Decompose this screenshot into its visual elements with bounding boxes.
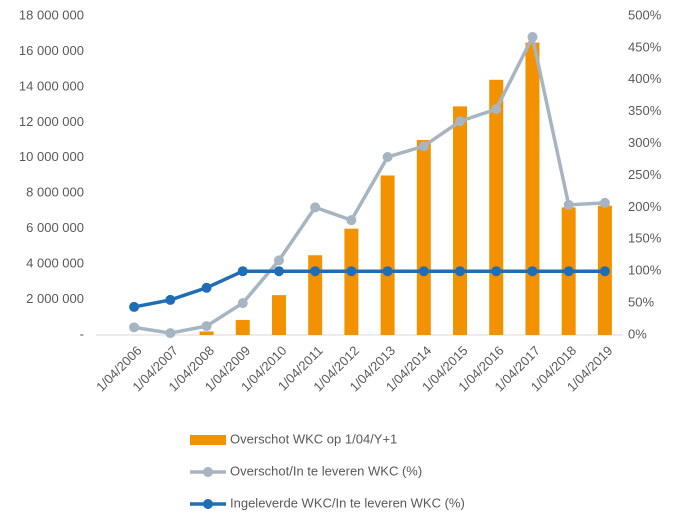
marker [129, 322, 140, 333]
y2-tick-label: 150% [628, 231, 662, 246]
y2-tick-label: 100% [628, 263, 662, 278]
marker [455, 116, 466, 127]
y-tick-label: 12 000 000 [19, 114, 84, 129]
marker [563, 266, 574, 277]
legend-swatch [203, 499, 213, 509]
marker [165, 328, 176, 339]
y2-tick-label: 250% [628, 167, 662, 182]
marker [201, 321, 212, 332]
y2-tick-label: 350% [628, 103, 662, 118]
y2-tick-label: 0% [628, 326, 647, 341]
y2-tick-label: 450% [628, 39, 662, 54]
marker [418, 266, 429, 277]
marker [527, 266, 538, 277]
bar [199, 331, 214, 335]
bar [271, 295, 286, 335]
bar [416, 140, 431, 335]
y-tick-label: - [80, 326, 84, 341]
legend-label: Ingeleverde WKC/In te leveren WKC (%) [230, 495, 465, 510]
marker [310, 202, 321, 213]
marker [237, 266, 248, 277]
marker [599, 197, 610, 208]
y2-tick-label: 200% [628, 199, 662, 214]
y-tick-label: 6 000 000 [26, 220, 84, 235]
marker [491, 104, 502, 115]
y-tick-label: 10 000 000 [19, 149, 84, 164]
y-tick-label: 16 000 000 [19, 43, 84, 58]
marker [310, 266, 321, 277]
legend-swatch [190, 435, 226, 445]
marker [563, 199, 574, 210]
marker [382, 151, 393, 162]
y2-tick-label: 300% [628, 135, 662, 150]
marker [599, 266, 610, 277]
bar [489, 79, 504, 335]
marker [201, 282, 212, 293]
marker [129, 301, 140, 312]
marker [491, 266, 502, 277]
marker [237, 298, 248, 309]
y2-tick-label: 50% [628, 295, 654, 310]
y-tick-label: 2 000 000 [26, 291, 84, 306]
y2-tick-label: 400% [628, 71, 662, 86]
line [133, 31, 605, 335]
marker [346, 215, 357, 226]
legend-swatch [203, 467, 213, 477]
y-tick-label: 14 000 000 [19, 78, 84, 93]
bar [525, 42, 540, 335]
marker [273, 266, 284, 277]
bar [235, 319, 250, 335]
line [133, 269, 605, 309]
y2-tick-label: 500% [628, 7, 662, 22]
bar [380, 175, 395, 335]
y-tick-label: 8 000 000 [26, 185, 84, 200]
marker [527, 32, 538, 43]
legend-label: Overschot WKC op 1/04/Y+1 [230, 431, 397, 446]
y-tick-label: 4 000 000 [26, 256, 84, 271]
marker [382, 266, 393, 277]
marker [455, 266, 466, 277]
marker [273, 255, 284, 266]
bar [308, 255, 323, 335]
marker [165, 294, 176, 305]
legend-label: Overschot/In te leveren WKC (%) [230, 463, 422, 478]
bar [453, 106, 468, 335]
bar [344, 228, 359, 335]
y-tick-label: 18 000 000 [19, 7, 84, 22]
marker [418, 141, 429, 152]
marker [346, 266, 357, 277]
